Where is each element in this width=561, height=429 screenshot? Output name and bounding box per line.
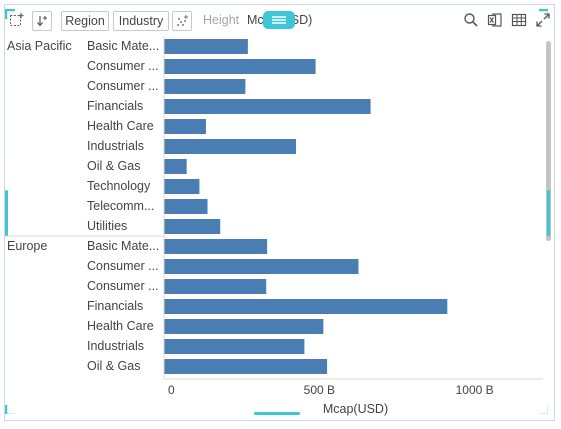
resize-edge-left[interactable] xyxy=(5,190,8,236)
bar[interactable] xyxy=(164,219,221,234)
category-label: Technology xyxy=(87,179,151,193)
category-label: Industrials xyxy=(87,139,144,153)
resize-edge-bottom[interactable] xyxy=(254,412,300,415)
bar[interactable] xyxy=(164,239,268,254)
bar[interactable] xyxy=(164,359,328,374)
category-label: Oil & Gas xyxy=(87,359,141,373)
table-view-icon[interactable] xyxy=(511,12,527,28)
excel-icon[interactable] xyxy=(487,12,503,28)
grip-icon xyxy=(272,16,286,24)
category-label: Financials xyxy=(87,99,143,113)
resize-corner-top-left[interactable] xyxy=(5,9,15,19)
category-label: Health Care xyxy=(87,119,154,133)
resize-corner-bottom-left[interactable] xyxy=(5,404,15,414)
category-label: Oil & Gas xyxy=(87,159,141,173)
add-visual-icon[interactable] xyxy=(9,12,25,28)
category-label: Utilities xyxy=(87,219,127,233)
category-label: Consumer ... xyxy=(87,79,159,93)
x-tick-label: 0 xyxy=(168,383,175,397)
bar[interactable] xyxy=(164,339,305,354)
bar[interactable] xyxy=(164,279,267,294)
category-label: Basic Mate... xyxy=(87,39,159,53)
region-chip[interactable]: Region xyxy=(61,11,109,31)
x-tick-label: 1000 B xyxy=(456,383,494,397)
category-label: Financials xyxy=(87,299,143,313)
sort-button[interactable] xyxy=(32,11,52,31)
search-icon[interactable] xyxy=(463,12,479,28)
vertical-scrollbar[interactable] xyxy=(546,41,551,241)
category-label: Consumer ... xyxy=(87,259,159,273)
bar[interactable] xyxy=(164,39,248,54)
height-label: Height xyxy=(203,13,240,27)
category-label: Industrials xyxy=(87,339,144,353)
bar[interactable] xyxy=(164,299,448,314)
bar[interactable] xyxy=(164,139,297,154)
bar[interactable] xyxy=(164,99,371,114)
category-label: Basic Mate... xyxy=(87,239,159,253)
category-label: Telecomm... xyxy=(87,199,154,213)
resize-corner-bottom-right[interactable] xyxy=(538,404,548,414)
bar[interactable] xyxy=(164,259,359,274)
x-axis-title: Mcap(USD) xyxy=(323,402,388,416)
bar[interactable] xyxy=(164,179,200,194)
chart-widget: Region Industry Height Mcap(USD) Asia Pa… xyxy=(4,4,555,421)
bar[interactable] xyxy=(164,199,208,214)
category-label: Health Care xyxy=(87,319,154,333)
scatter-icon xyxy=(177,15,188,26)
bar[interactable] xyxy=(164,319,324,334)
resize-corner-top-right[interactable] xyxy=(538,9,548,19)
bar[interactable] xyxy=(164,159,187,174)
maximize-icon[interactable] xyxy=(535,12,551,28)
scatter-add-button[interactable] xyxy=(172,11,192,31)
x-tick-label: 500 B xyxy=(304,383,335,397)
group-label: Europe xyxy=(7,239,47,253)
bar[interactable] xyxy=(164,59,316,74)
bar-chart: Asia Pacific Basic Mate... Consumer ... Con… xyxy=(5,36,543,416)
category-label: Consumer ... xyxy=(87,279,159,293)
sort-icon xyxy=(37,16,47,27)
bar[interactable] xyxy=(164,119,206,134)
resize-edge-right[interactable] xyxy=(547,190,550,236)
group-label: Asia Pacific xyxy=(7,39,72,53)
drag-handle[interactable] xyxy=(263,11,295,29)
category-label: Consumer ... xyxy=(87,59,159,73)
bar[interactable] xyxy=(164,79,246,94)
chart-toolbar: Region Industry Height Mcap(USD) xyxy=(5,5,554,33)
industry-chip[interactable]: Industry xyxy=(113,11,169,31)
